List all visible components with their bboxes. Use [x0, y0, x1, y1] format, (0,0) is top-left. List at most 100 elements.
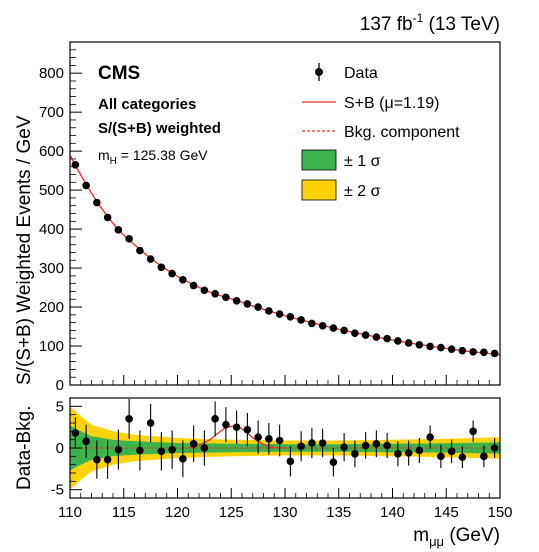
residual-point [329, 458, 338, 466]
categories-label: All categories [98, 96, 196, 113]
residual-point [146, 419, 155, 427]
data-point [222, 293, 230, 302]
data-point [351, 329, 359, 337]
data-point [437, 343, 445, 352]
y-tick-label: 0 [56, 377, 64, 394]
residual-point [136, 446, 144, 455]
x-tick-label: 145 [434, 504, 459, 521]
ratio-y-tick-label: -5 [51, 482, 64, 499]
data-point [286, 312, 295, 321]
data-point [480, 348, 488, 357]
y-tick-label: 200 [39, 299, 64, 316]
sb-fit-curve [69, 154, 501, 356]
residual-point [351, 450, 359, 458]
residual-point [426, 433, 434, 441]
residual-point [125, 415, 133, 423]
legend-data-marker [315, 68, 323, 76]
residual-point [383, 441, 391, 450]
data-point [394, 337, 402, 345]
data-point [458, 346, 467, 355]
data-point [200, 286, 209, 295]
weighting-label: S/(S+B) weighted [98, 120, 221, 137]
residual-point [265, 435, 273, 443]
residual-point [372, 440, 381, 448]
x-tick-label: 115 [112, 504, 136, 521]
legend-band1-entry: ± 1 σ [301, 149, 381, 171]
residual-point [458, 453, 467, 461]
data-point [254, 303, 262, 311]
data-point [372, 333, 381, 341]
data-point [189, 281, 198, 290]
data-point [329, 324, 338, 332]
residual-point [200, 444, 209, 452]
residual-point [415, 446, 424, 455]
residual-point [93, 455, 101, 464]
data-point [211, 289, 219, 298]
data-point [318, 321, 327, 330]
data-point [82, 181, 90, 190]
ratio-y-axis-label: Data-Bkg. [14, 406, 35, 490]
data-point [361, 331, 370, 339]
legend-sb-label: S+B (μ=1.19) [344, 95, 440, 112]
data-point [232, 297, 241, 305]
legend-bkg-label: Bkg. component [344, 124, 460, 141]
x-tick-label: 120 [165, 504, 190, 521]
y-tick-label: 100 [39, 338, 64, 355]
legend-band2-entry: ± 2 σ [301, 179, 381, 201]
data-point [71, 160, 80, 169]
main-y-axis-label: S/(S+B) Weighted Events / GeV [14, 115, 35, 385]
data-point [136, 246, 144, 255]
data-point [490, 349, 499, 358]
legend-band1-swatch [301, 149, 337, 171]
residual-point [114, 445, 123, 454]
ratio-panel: -5 0 5 110 115 120 125 130 135 140 145 150 [51, 397, 513, 521]
legend-data-label: Data [344, 65, 378, 82]
bkg-component-curve [69, 154, 501, 356]
y-tick-label: 400 [39, 221, 64, 238]
data-point [243, 300, 252, 308]
data-point [179, 275, 187, 284]
x-axis-label: mμμ (GeV) [413, 525, 500, 549]
residual-point [469, 427, 477, 436]
y-tick-label: 300 [39, 260, 64, 277]
y-tick-label: 700 [39, 104, 64, 121]
residual-point [318, 439, 327, 447]
ratio-y-tick-label: 5 [56, 398, 64, 415]
data-point [308, 319, 316, 328]
residual-point [168, 445, 176, 454]
data-point [125, 235, 133, 243]
data-point [146, 255, 155, 263]
residual-point [361, 441, 370, 450]
residual-point [340, 443, 348, 451]
residual-point [211, 415, 219, 423]
x-tick-label: 140 [380, 504, 405, 521]
x-tick-label: 110 [58, 504, 82, 521]
residual-point [275, 436, 284, 445]
higgs-mass-label: mH = 125.38 GeV [98, 147, 208, 167]
data-point [93, 198, 101, 207]
x-tick-label: 130 [272, 504, 297, 521]
data-point [275, 310, 284, 318]
residual-point [189, 440, 198, 448]
main-panel-frame [69, 41, 501, 386]
data-point [168, 269, 176, 278]
residual-point [480, 452, 488, 461]
residual-point [71, 429, 80, 437]
data-point [447, 345, 456, 353]
residual-point [490, 444, 499, 452]
x-tick-label: 135 [326, 504, 351, 521]
residual-point [404, 449, 413, 457]
data-point [404, 339, 413, 347]
residual-point [243, 425, 252, 434]
legend-bkg-entry: Bkg. component [302, 124, 460, 141]
residual-point [157, 447, 166, 456]
residual-point [222, 420, 230, 429]
main-panel: 0 100 200 300 400 500 600 700 800 [39, 41, 501, 394]
data-point [469, 348, 477, 356]
legend-band2-label: ± 2 σ [344, 183, 381, 200]
residual-point [254, 433, 262, 441]
data-point [415, 341, 424, 349]
luminosity-label: 137 fb-1 (13 TeV) [360, 11, 500, 35]
residual-point [232, 423, 241, 431]
